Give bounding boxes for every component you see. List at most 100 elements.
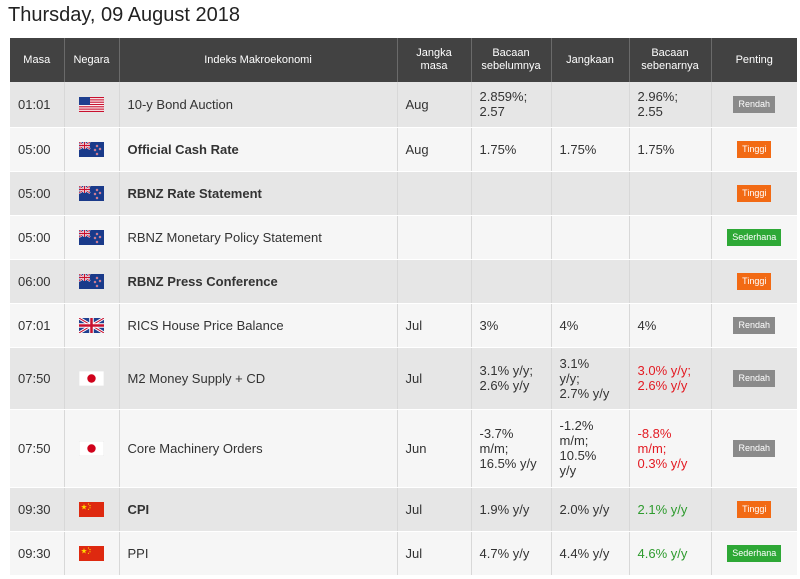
previous-cell: -3.7% m/m; 16.5% y/y xyxy=(471,409,552,488)
forecast-cell xyxy=(551,171,630,216)
actual-cell xyxy=(629,171,712,216)
cell-line: 4% xyxy=(559,317,579,333)
cell-line: 3.1% xyxy=(559,355,590,371)
col-header-sebenar-line2: sebenarnya xyxy=(641,60,699,72)
cell-line: 16.5% y/y xyxy=(479,455,537,471)
importance-cell: Sederhana xyxy=(711,215,797,260)
table-row[interactable]: 05:00 Official Cash Rate Aug 1.75% 1.75% 1.75… xyxy=(10,127,797,172)
forecast-cell: 2.0% y/y xyxy=(551,487,630,532)
jp-flag-icon xyxy=(79,441,104,457)
importance-badge: Tinggi xyxy=(737,273,772,290)
importance-badge: Sederhana xyxy=(727,545,782,562)
cell-line: 2.0% y/y xyxy=(559,501,610,517)
indicator-name[interactable]: M2 Money Supply + CD xyxy=(119,347,398,410)
table-row[interactable]: 07:50 Core Machinery Orders Jun -3.7% m/m; 16… xyxy=(10,409,797,488)
cell-line: 3.0% y/y; xyxy=(637,363,691,378)
forecast-cell: 4% xyxy=(551,303,630,348)
forecast-cell xyxy=(551,215,630,260)
country-cell xyxy=(64,531,120,576)
importance-badge: Rendah xyxy=(733,440,776,457)
col-header-negara[interactable]: Negara xyxy=(64,38,120,82)
indicator-name[interactable]: RBNZ Rate Statement xyxy=(119,171,398,216)
previous-cell: 4.7% y/y xyxy=(471,531,552,576)
period-cell: Jul xyxy=(397,487,472,532)
nz-flag-icon xyxy=(79,142,104,158)
indicator-name[interactable]: RBNZ Press Conference xyxy=(119,259,398,304)
actual-cell: 2.96%; 2.55 xyxy=(629,82,712,128)
period-cell: Jul xyxy=(397,531,472,576)
table-row[interactable]: 09:30 CPI Jul 1.9% y/y 2.0% y/y 2.1% y/y Tingg… xyxy=(10,487,797,532)
table-row[interactable]: 01:01 10-y Bond Auction Aug 2.859%; 2.57 2.96… xyxy=(10,82,797,128)
time-cell: 05:00 xyxy=(10,171,65,216)
us-flag-icon xyxy=(79,97,104,113)
country-cell xyxy=(64,347,120,410)
importance-badge: Rendah xyxy=(733,96,776,114)
col-header-jangkaan[interactable]: Jangkaan xyxy=(551,38,630,82)
col-header-bacaan-sebelumnya[interactable]: Bacaan sebelumnya xyxy=(471,38,552,82)
actual-cell: 1.75% xyxy=(629,127,712,172)
cell-line: y/y; xyxy=(559,370,580,386)
importance-cell: Tinggi xyxy=(711,259,797,304)
importance-cell: Rendah xyxy=(711,82,797,128)
indicator-name[interactable]: Core Machinery Orders xyxy=(119,409,398,488)
col-header-bacaan-line2: sebelumnya xyxy=(481,60,541,72)
col-header-penting[interactable]: Penting xyxy=(711,38,797,82)
previous-cell: 3% xyxy=(471,303,552,348)
indicator-name[interactable]: RICS House Price Balance xyxy=(119,303,398,348)
time-cell: 05:00 xyxy=(10,127,65,172)
time-cell: 01:01 xyxy=(10,82,65,128)
col-header-bacaan-sebenarnya[interactable]: Bacaan sebenarnya xyxy=(629,38,712,82)
importance-cell: Tinggi xyxy=(711,171,797,216)
cell-line: 4.4% y/y xyxy=(559,545,610,561)
table-row[interactable]: 07:50 M2 Money Supply + CD Jul 3.1% y/y; 2.6… xyxy=(10,347,797,410)
cell-line: y/y xyxy=(559,463,577,478)
table-row[interactable]: 09:30 PPI Jul 4.7% y/y 4.4% y/y 4.6% y/y Seder… xyxy=(10,531,797,576)
forecast-cell: 1.75% xyxy=(551,127,630,172)
uk-flag-icon xyxy=(79,318,104,334)
cell-line: 2.1% y/y xyxy=(637,501,688,517)
importance-badge: Tinggi xyxy=(737,185,772,202)
table-row[interactable]: 07:01 RICS House Price Balance Jul 3% 4% 4% Re… xyxy=(10,303,797,348)
indicator-name[interactable]: 10-y Bond Auction xyxy=(119,82,398,128)
indicator-name[interactable]: PPI xyxy=(119,531,398,576)
importance-cell: Sederhana xyxy=(711,531,797,576)
country-cell xyxy=(64,409,120,488)
indicator-name[interactable]: CPI xyxy=(119,487,398,532)
actual-cell xyxy=(629,259,712,304)
cell-line: -8.8% xyxy=(637,425,672,441)
importance-badge: Rendah xyxy=(733,370,776,387)
col-header-masa[interactable]: Masa xyxy=(10,38,65,82)
cell-line: 1.9% y/y xyxy=(479,501,530,517)
table-row[interactable]: 05:00 RBNZ Monetary Policy Statement Seder… xyxy=(10,215,797,260)
importance-cell: Tinggi xyxy=(711,487,797,532)
cell-line: 2.859%; xyxy=(479,89,528,105)
cell-line: m/m; xyxy=(479,440,509,456)
jp-flag-icon xyxy=(79,371,104,387)
table-row[interactable]: 05:00 RBNZ Rate Statement Tinggi xyxy=(10,171,797,216)
cell-line: 1.75% xyxy=(559,141,597,157)
time-cell: 09:30 xyxy=(10,531,65,576)
col-header-jangka-masa[interactable]: Jangka masa xyxy=(397,38,472,82)
time-cell: 07:01 xyxy=(10,303,65,348)
cell-line: 0.3% y/y xyxy=(637,455,688,471)
page-title: Thursday, 09 August 2018 xyxy=(8,4,241,26)
forecast-cell xyxy=(551,259,630,304)
cn-flag-icon xyxy=(79,546,104,562)
country-cell xyxy=(64,215,120,260)
importance-badge: Sederhana xyxy=(727,229,782,246)
indicator-name[interactable]: Official Cash Rate xyxy=(119,127,398,172)
cell-line: 2.6% y/y xyxy=(479,378,530,393)
cell-line: 3.1% y/y; xyxy=(479,363,533,378)
col-header-indeks[interactable]: Indeks Makroekonomi xyxy=(119,38,398,82)
cell-line: 1.75% xyxy=(479,141,517,157)
cell-line: 2.7% y/y xyxy=(559,385,610,401)
actual-cell: 2.1% y/y xyxy=(629,487,712,532)
indicator-name[interactable]: RBNZ Monetary Policy Statement xyxy=(119,215,398,260)
nz-flag-icon xyxy=(79,230,104,246)
previous-cell: 1.9% y/y xyxy=(471,487,552,532)
time-cell: 09:30 xyxy=(10,487,65,532)
cell-line: 2.57 xyxy=(479,104,505,120)
table-row[interactable]: 06:00 RBNZ Press Conference Tinggi xyxy=(10,259,797,304)
time-cell: 07:50 xyxy=(10,409,65,488)
cell-line: 1.75% xyxy=(637,141,675,157)
